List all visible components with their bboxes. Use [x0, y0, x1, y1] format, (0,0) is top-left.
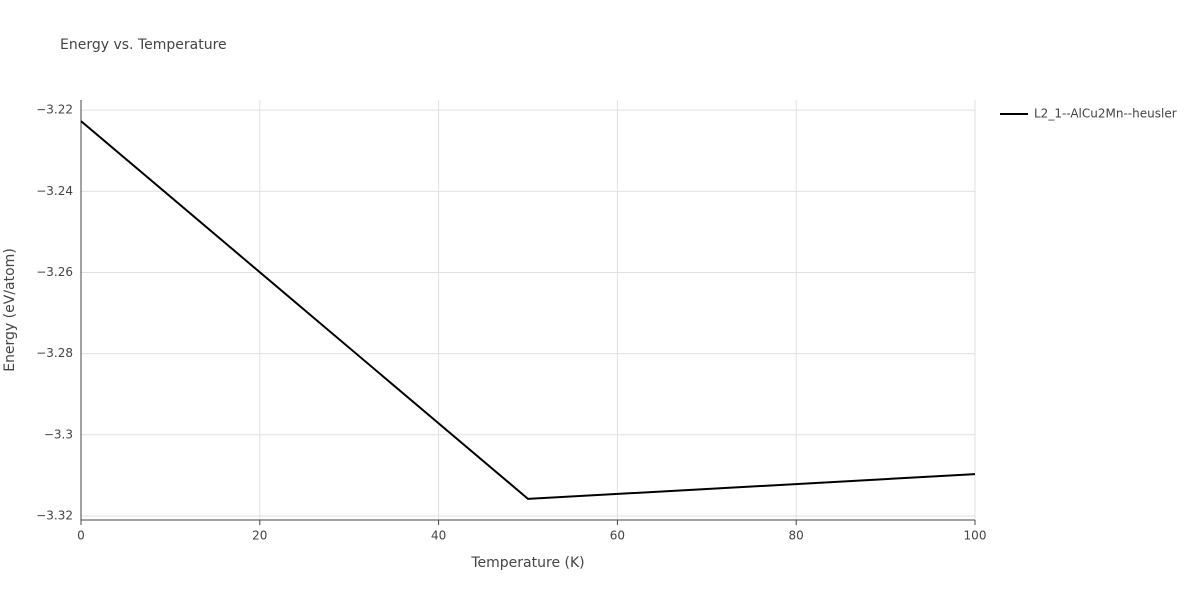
x-tick-label: 20	[252, 529, 267, 543]
x-tick-label: 40	[431, 529, 446, 543]
x-tick-label: 80	[789, 529, 804, 543]
chart-title: Energy vs. Temperature	[60, 37, 227, 53]
y-tick-label: −3.24	[36, 184, 73, 198]
y-tick-label: −3.28	[36, 346, 73, 360]
y-tick-label: −3.3	[44, 427, 73, 441]
x-tick-label: 60	[610, 529, 625, 543]
y-axis-label: Energy (eV/atom)	[2, 248, 18, 372]
legend-label: L2_1--AlCu2Mn--heusler	[1034, 107, 1177, 121]
y-tick-label: −3.22	[36, 103, 73, 117]
x-axis-label: Temperature (K)	[470, 555, 584, 571]
y-tick-label: −3.32	[36, 508, 73, 522]
y-tick-label: −3.26	[36, 265, 73, 279]
x-tick-label: 0	[77, 529, 85, 543]
line	[80, 120, 976, 500]
x-tick-label: 100	[964, 529, 987, 543]
